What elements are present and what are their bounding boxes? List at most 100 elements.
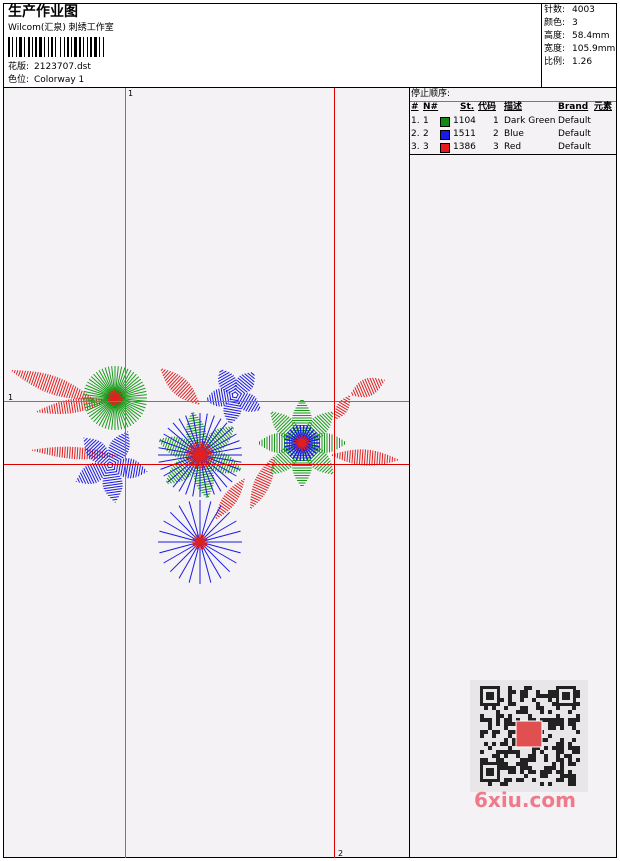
stat-value: 3 [572, 18, 578, 28]
stitch [179, 385, 192, 399]
qr-module [496, 718, 500, 722]
qr-module [544, 746, 548, 750]
barcode-bar [55, 37, 56, 57]
stitch [386, 454, 389, 464]
watermark: 6xiu.com [474, 788, 576, 812]
stitch [273, 460, 285, 472]
stitch [217, 371, 230, 380]
stitch [351, 392, 354, 396]
stitch [108, 455, 119, 462]
stat-label: 针数: [544, 5, 566, 15]
stitch [54, 447, 56, 457]
stitch [228, 489, 240, 498]
stitch [243, 478, 245, 481]
stitch [308, 421, 324, 437]
stitch [361, 449, 364, 466]
stitch [182, 387, 193, 400]
qr-module [508, 722, 512, 726]
color-swatch [440, 117, 450, 127]
stitch [272, 413, 283, 424]
qr-module [520, 694, 524, 698]
stitch [74, 446, 76, 460]
stitch [114, 394, 123, 399]
stitch [324, 465, 333, 474]
stitch [357, 382, 365, 398]
stitch [63, 400, 67, 414]
stitch [91, 398, 94, 401]
stitch [77, 398, 81, 412]
qr-module [512, 770, 516, 774]
stitch [108, 493, 121, 497]
stitch [314, 455, 329, 470]
column-header: # [411, 102, 419, 112]
qr-module [536, 702, 540, 706]
stitch [272, 456, 276, 459]
stitch [102, 482, 123, 487]
stitch [366, 378, 375, 395]
qr-module [552, 722, 556, 726]
stitch [368, 450, 371, 466]
stitch [213, 390, 218, 407]
stitch [83, 438, 91, 446]
qr-module [556, 742, 560, 746]
stitch [83, 390, 116, 399]
stitch [48, 376, 56, 394]
stitch [270, 468, 277, 475]
stitch [225, 493, 237, 503]
stitch [282, 423, 297, 438]
qr-module [512, 722, 516, 726]
stitch [389, 455, 391, 463]
stitch [378, 452, 381, 465]
stitch [321, 413, 332, 424]
qr-module [512, 690, 516, 694]
qr-module [576, 694, 580, 698]
stitch [79, 472, 87, 484]
qr-module [548, 694, 552, 698]
stitch [105, 471, 117, 474]
stitch [236, 379, 251, 392]
stitch [252, 486, 267, 494]
qr-module [560, 770, 564, 774]
qr-module [560, 746, 564, 750]
qr-module [544, 754, 548, 758]
qr-module [528, 754, 532, 758]
stitch [334, 410, 343, 417]
qr-finder [486, 692, 494, 700]
stitch [238, 481, 244, 486]
qr-module [512, 702, 516, 706]
qr-module [548, 718, 552, 722]
stitch [51, 447, 54, 456]
stat-label: 高度: [544, 31, 566, 41]
stitch [199, 501, 212, 543]
qr-module [544, 694, 548, 698]
qr-module [488, 726, 492, 730]
stitch [223, 410, 241, 415]
stitch [239, 375, 254, 388]
stitch [312, 453, 327, 468]
stitch [111, 440, 130, 451]
stitch [263, 466, 275, 472]
stitch [190, 412, 195, 414]
stitch [344, 451, 346, 462]
barcode-bar [64, 37, 65, 57]
stitch [107, 397, 116, 430]
qr-module [508, 686, 512, 690]
barcode-bar [90, 37, 92, 57]
qr-module [544, 738, 548, 742]
stitch [92, 447, 107, 462]
stitch [118, 435, 130, 442]
qr-module [532, 746, 536, 750]
qr-module [560, 718, 564, 722]
stitch [222, 497, 234, 507]
qr-module [552, 694, 556, 698]
qr-module [516, 762, 520, 766]
stitch [275, 416, 290, 431]
qr-module [492, 706, 496, 710]
stitch [84, 438, 94, 449]
stitch [44, 374, 52, 392]
qr-module [576, 758, 580, 762]
stitch [189, 394, 197, 403]
stitch [376, 451, 379, 466]
stitch [352, 389, 357, 397]
stitch [247, 372, 255, 380]
